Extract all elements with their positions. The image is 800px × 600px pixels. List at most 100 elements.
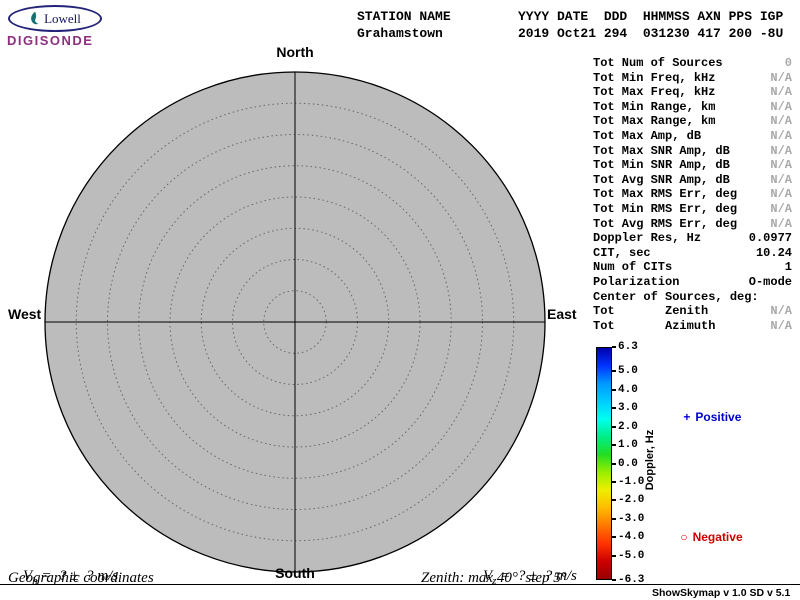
- east-label: East: [547, 306, 577, 322]
- lowell-logo: Lowell: [8, 5, 102, 32]
- tick-mark: [612, 499, 616, 502]
- tick-mark: [612, 346, 616, 348]
- stat-label: Center of Sources, deg:: [593, 289, 759, 304]
- tick-value: 6.3: [618, 341, 638, 353]
- tick-mark: [612, 517, 616, 520]
- colorbar-ticks: 6.3 5.0 4.0 3.0 2.0 1.0 0.0 -1.0 -2.0 -3.0 -4.0 -5.…: [612, 341, 660, 586]
- colorbar-tick: 2.0: [612, 421, 638, 433]
- tick-mark: [612, 425, 616, 428]
- stat-value: N/A: [770, 128, 792, 143]
- colorbar-gradient: [596, 347, 612, 580]
- stat-row: Tot Max SNR Amp, dB N/A: [593, 144, 792, 159]
- version-text: ShowSkymap v 1.0 SD v 5.1: [652, 587, 791, 599]
- tick-value: -5.0: [618, 549, 645, 562]
- tick-mark: [612, 370, 616, 373]
- colorbar-tick: 0.0: [612, 458, 638, 470]
- stat-row: Center of Sources, deg:: [593, 290, 792, 305]
- stat-value: N/A: [770, 158, 792, 173]
- colorbar-tick: 3.0: [612, 402, 638, 414]
- stat-value: 1: [784, 260, 792, 275]
- zenith-range-label: Zenith: max 40° step 5°: [421, 570, 567, 586]
- stat-value: N/A: [770, 114, 792, 129]
- stat-row: Tot Azimuth N/A: [593, 319, 792, 334]
- stat-value: 0: [784, 56, 792, 70]
- stat-label: Tot Max Amp, dB: [593, 128, 702, 143]
- stat-row: Polarization O-mode: [593, 275, 792, 290]
- north-label: North: [276, 44, 314, 60]
- stat-value: 0.0977: [748, 231, 792, 246]
- stat-label: Tot Num of Sources: [593, 56, 723, 70]
- tick-mark: [612, 462, 616, 465]
- tick-mark: [612, 480, 616, 483]
- negative-legend: ○ Negative: [667, 516, 742, 558]
- tick-mark: [612, 554, 616, 557]
- tick-value: -6.3: [618, 574, 645, 586]
- circle-marker-icon: ○: [680, 530, 688, 544]
- stat-label: Tot Min SNR Amp, dB: [593, 158, 730, 173]
- colorbar-tick: -2.0: [612, 494, 644, 506]
- tick-value: -1.0: [618, 475, 645, 488]
- vz-value-text: = ? ± ? m/s: [496, 568, 577, 584]
- stat-label: Tot Min Range, km: [593, 99, 716, 114]
- tick-value: -2.0: [618, 494, 645, 507]
- stat-label: Tot Min RMS Err, deg: [593, 201, 738, 216]
- vh-subscript: h: [32, 575, 38, 587]
- vertical-velocity-readout: Vz = ? ± ? m/s: [468, 551, 577, 600]
- stat-label: Tot Max Freq, kHz: [593, 85, 716, 100]
- colorbar-title: Doppler, Hz: [644, 429, 656, 491]
- stat-row: Tot Min SNR Amp, dB N/A: [593, 158, 792, 173]
- stat-label: Tot Avg RMS Err, deg: [593, 216, 738, 231]
- stat-value: N/A: [770, 318, 792, 333]
- plus-marker-icon: +: [683, 410, 691, 424]
- south-label: South: [275, 565, 315, 581]
- stat-value: N/A: [770, 201, 792, 216]
- tick-value: 1.0: [618, 439, 638, 451]
- colorbar-tick: 6.3: [612, 341, 638, 353]
- tick-mark: [612, 579, 616, 581]
- stat-label: Doppler Res, Hz: [593, 231, 702, 246]
- stat-value: N/A: [770, 143, 792, 158]
- stat-value: N/A: [770, 70, 792, 85]
- stat-row: Tot Zenith N/A: [593, 304, 792, 319]
- stat-value: O-mode: [748, 274, 792, 289]
- stat-row: Tot Max Range, km N/A: [593, 114, 792, 129]
- stat-label: Tot Avg SNR Amp, dB: [593, 172, 730, 187]
- stat-value: N/A: [770, 187, 792, 202]
- stat-value: 10.24: [755, 245, 792, 260]
- west-label: West: [8, 306, 42, 322]
- stat-row: Tot Avg SNR Amp, dB N/A: [593, 173, 792, 188]
- tick-value: -4.0: [618, 531, 645, 544]
- vh-symbol: V: [23, 568, 33, 584]
- colorbar-tick: 5.0: [612, 365, 638, 377]
- stat-row: Tot Max Freq, kHz N/A: [593, 85, 792, 100]
- tick-value: 0.0: [618, 457, 638, 470]
- positive-legend: + Positive: [670, 396, 741, 438]
- header-column-values: 2019 Oct21 294 031230 417 200 -8U: [518, 26, 784, 41]
- stat-row: Tot Max Amp, dB N/A: [593, 129, 792, 144]
- stat-row: Tot Max RMS Err, deg N/A: [593, 187, 792, 202]
- colorbar-tick: -6.3: [612, 574, 644, 586]
- colorbar-tick: 1.0: [612, 439, 638, 451]
- stat-value: N/A: [770, 99, 792, 114]
- colorbar-tick: -3.0: [612, 513, 644, 525]
- horizontal-velocity-readout: Vh = ? ± ? m/s: [8, 551, 118, 600]
- stat-label: Num of CITs: [593, 260, 673, 275]
- tick-mark: [612, 407, 616, 410]
- station-name-label: STATION NAME: [357, 9, 451, 24]
- stat-row: CIT, sec 10.24: [593, 246, 792, 261]
- logo-product-text: DIGISONDE: [7, 33, 94, 48]
- stat-value: N/A: [770, 172, 792, 187]
- coordinate-system-label: Geographic coordinates: [8, 570, 154, 586]
- colorbar-tick: -5.0: [612, 550, 644, 562]
- stat-label: Tot Zenith: [593, 304, 709, 319]
- stat-label: Tot Max SNR Amp, dB: [593, 143, 730, 158]
- tick-mark: [612, 388, 616, 391]
- stat-value: N/A: [770, 304, 792, 319]
- vh-value-text: = ? ± ? m/s: [37, 568, 119, 584]
- stat-label: Tot Max RMS Err, deg: [593, 187, 738, 202]
- lowell-flame-icon: [31, 11, 39, 25]
- tick-mark: [612, 444, 616, 446]
- colorbar-tick: 4.0: [612, 384, 638, 396]
- colorbar-tick: -4.0: [612, 531, 644, 543]
